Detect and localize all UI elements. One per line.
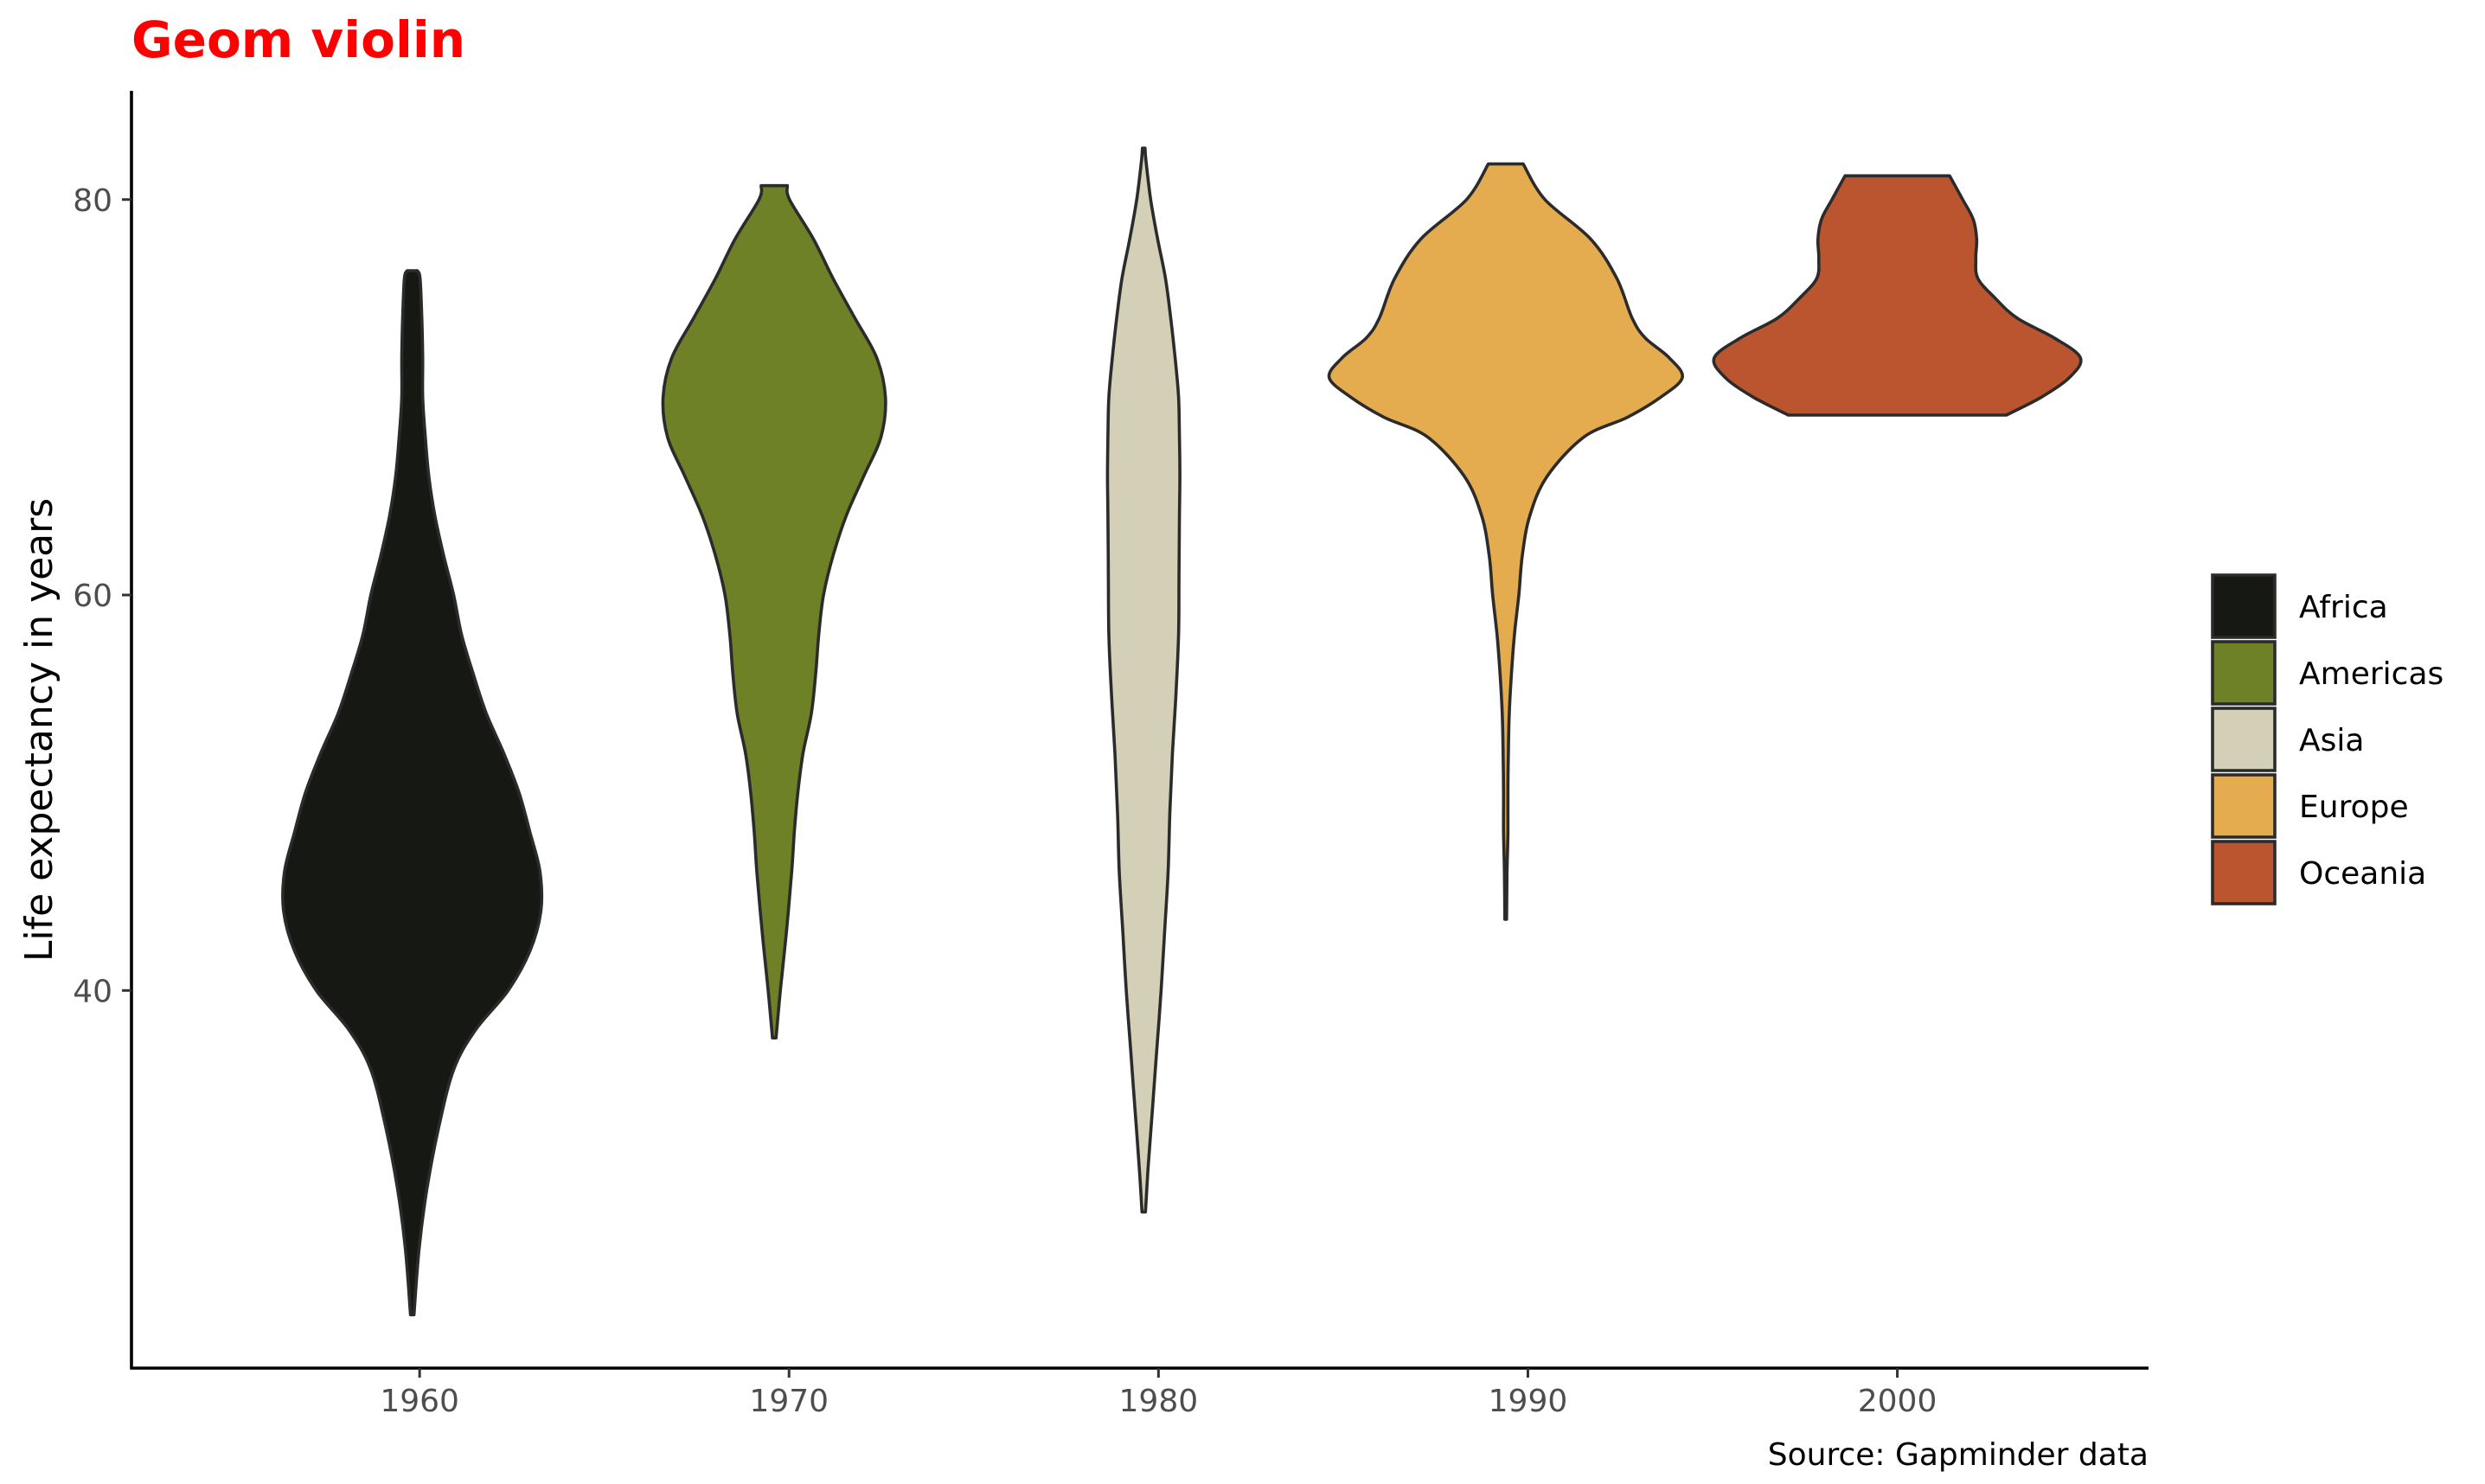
y-axis-title: Life expectancy in years (17, 498, 61, 962)
legend-key-oceania (2211, 840, 2277, 905)
legend-label: Asia (2299, 723, 2364, 758)
violin-asia (1105, 146, 1182, 1214)
axes (130, 91, 2149, 1370)
legend-label: Oceania (2299, 856, 2426, 892)
legend-key-americas (2211, 640, 2277, 706)
caption: Source: Gapminder data (1768, 1437, 2149, 1473)
x-tick-label: 2000 (1858, 1384, 1937, 1419)
violin-europe (1327, 162, 1684, 921)
y-tick-label: 80 (73, 183, 112, 219)
y-tick-label: 40 (73, 974, 112, 1009)
x-tick-label: 1980 (1119, 1384, 1199, 1419)
violin-group (281, 146, 2083, 1317)
legend-key-asia (2211, 707, 2277, 772)
x-tick-label: 1960 (380, 1384, 459, 1419)
legend-key-europe (2211, 773, 2277, 839)
violin-africa (281, 269, 544, 1317)
y-axis-ticks: 40 60 80 (73, 183, 131, 1009)
legend: Africa Americas Asia Europe Oceania (2211, 573, 2443, 905)
legend-label: Africa (2299, 590, 2388, 625)
y-tick-label: 60 (73, 579, 112, 614)
legend-label: Europe (2299, 790, 2409, 825)
legend-key-africa (2211, 573, 2277, 639)
x-tick-label: 1990 (1489, 1384, 1568, 1419)
violin-americas (661, 183, 887, 1039)
chart-title: Geom violin (131, 10, 465, 69)
violin-oceania (1712, 174, 2083, 417)
x-axis-ticks: 1960 1970 1980 1990 2000 (380, 1368, 1937, 1419)
x-tick-label: 1970 (749, 1384, 829, 1419)
legend-label: Americas (2299, 656, 2443, 692)
